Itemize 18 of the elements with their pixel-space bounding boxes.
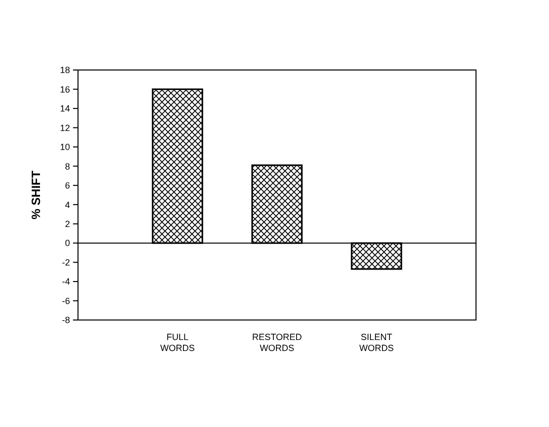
y-tick-label: 8 xyxy=(64,161,70,172)
y-tick-label: 18 xyxy=(60,65,70,76)
y-tick-label: -8 xyxy=(62,315,70,326)
y-tick-label: 6 xyxy=(64,180,70,191)
y-tick-label: -2 xyxy=(62,257,70,268)
y-tick-label: 16 xyxy=(60,84,70,94)
y-tick-label: 12 xyxy=(60,122,70,133)
y-tick-label: 0 xyxy=(64,238,70,248)
y-axis-title: % SHIFT xyxy=(29,170,43,220)
x-tick-label: RESTORED WORDS xyxy=(252,332,302,353)
y-tick-label: 10 xyxy=(60,142,70,152)
x-tick-label: FULL WORDS xyxy=(160,332,195,353)
y-tick-label: -6 xyxy=(62,296,70,306)
x-tick-label: SILENT WORDS xyxy=(359,332,394,353)
y-tick-label: 2 xyxy=(64,218,70,229)
y-tick-label: 4 xyxy=(64,200,70,210)
y-tick-label: 14 xyxy=(60,104,70,114)
y-tick-label: -4 xyxy=(62,276,70,287)
